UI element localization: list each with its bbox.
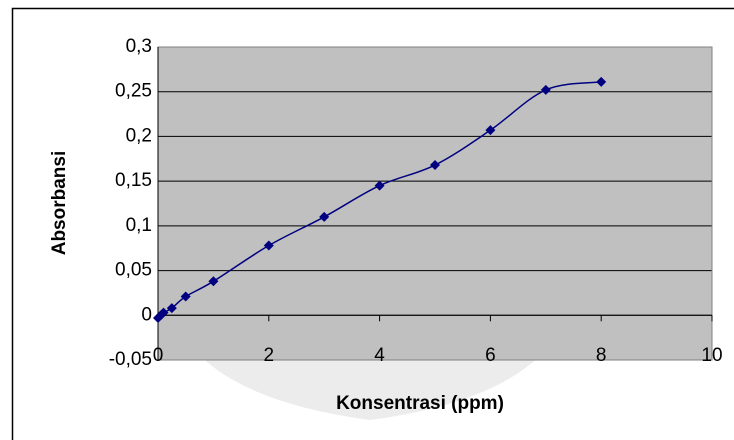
x-tick-label: 10	[701, 345, 722, 366]
y-tick-label: 0,05	[115, 260, 152, 281]
chart: Konsentrasi (ppm) Absorbansi -0,0500,050…	[0, 0, 734, 440]
y-tick-label: 0	[141, 304, 152, 325]
y-tick-label: 0,15	[115, 170, 152, 191]
x-tick-label: 4	[374, 345, 385, 366]
y-tick-label: 0,1	[126, 215, 152, 236]
x-tick-label: 8	[596, 345, 607, 366]
y-tick-label: 0,2	[126, 125, 152, 146]
x-tick-label: 6	[485, 345, 496, 366]
y-tick-label: 0,25	[115, 81, 152, 102]
y-tick-label: 0,3	[126, 36, 152, 57]
plot-area	[158, 47, 712, 360]
x-tick-label: 2	[264, 345, 275, 366]
x-axis-label: Konsentrasi (ppm)	[336, 393, 504, 414]
y-tick-label: -0,05	[109, 349, 152, 370]
x-tick-label: 0	[153, 345, 164, 366]
y-axis-label: Absorbansi	[49, 151, 70, 256]
